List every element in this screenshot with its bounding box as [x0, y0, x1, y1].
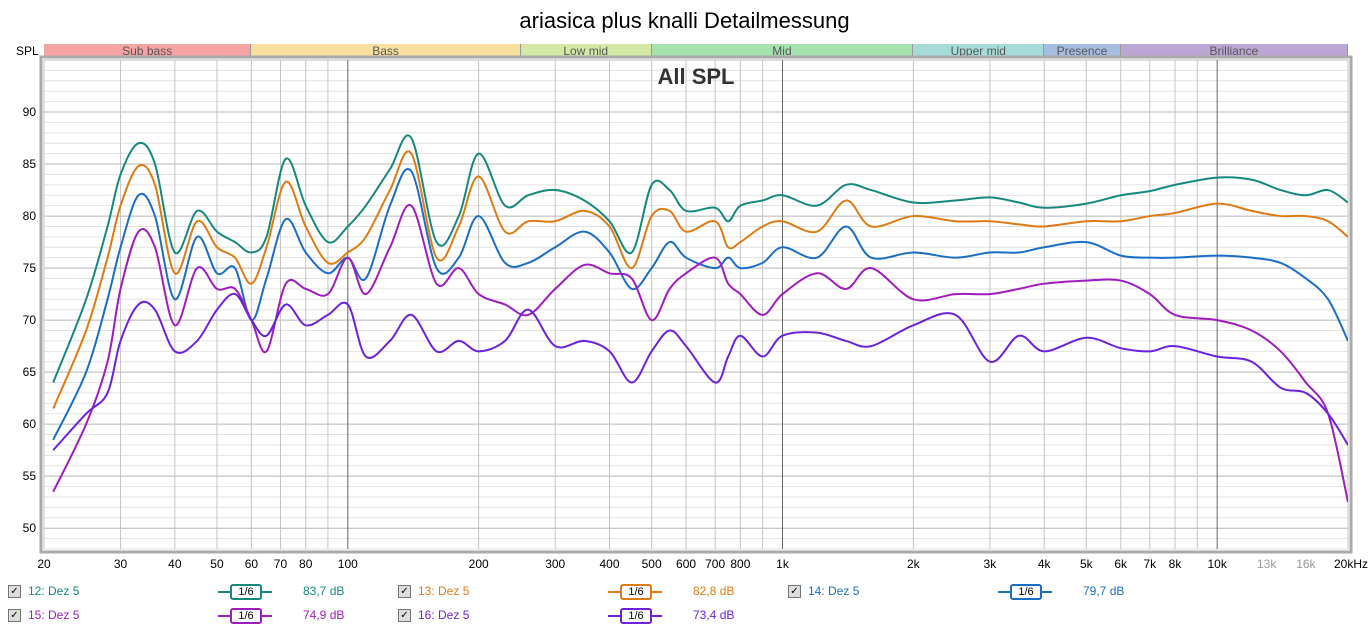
series-line-13 — [52, 150, 1348, 409]
legend-item: ✓ 12: Dez 5 1/6 83,7 dB — [0, 584, 380, 600]
y-tick-label: 55 — [23, 469, 37, 483]
smoothing-button[interactable]: 1/6 — [218, 584, 272, 600]
legend-item: ✓ 13: Dez 5 1/6 82,8 dB — [390, 584, 770, 600]
series-visibility-checkbox[interactable]: ✓ — [788, 585, 801, 598]
x-tick-label: 8k — [1169, 557, 1183, 571]
y-tick-label: 65 — [23, 365, 37, 379]
band-brilliance: Brilliance — [1120, 44, 1348, 58]
x-tick-label: 50 — [210, 557, 224, 571]
series-label: 16: Dez 5 — [418, 608, 470, 622]
y-tick-label: 50 — [23, 521, 37, 535]
x-tick-label: 400 — [599, 557, 619, 571]
y-tick-label: 85 — [23, 157, 37, 171]
y-axis-label: SPL — [16, 44, 39, 58]
series-line-16 — [52, 292, 1348, 451]
series-line-12 — [52, 134, 1348, 383]
smoothing-label: 1/6 — [620, 584, 652, 600]
smoothing-label: 1/6 — [1010, 584, 1042, 600]
x-tick-label: 6k — [1114, 557, 1128, 571]
x-tick-label: 3k — [984, 557, 998, 571]
x-tick-label: 20kHz — [1334, 557, 1368, 571]
series-level: 83,7 dB — [303, 584, 345, 598]
smoothing-button[interactable]: 1/6 — [608, 608, 662, 624]
series-level: 74,9 dB — [303, 608, 345, 622]
x-tick-label: 4k — [1038, 557, 1052, 571]
series-level: 73,4 dB — [693, 608, 735, 622]
legend-item: ✓ 14: Dez 5 1/6 79,7 dB — [780, 584, 1160, 600]
x-tick-label: 20 — [37, 557, 51, 571]
y-tick-label: 75 — [23, 261, 37, 275]
x-tick-label: 80 — [299, 557, 313, 571]
y-tick-label: 80 — [23, 209, 37, 223]
band-bass: Bass — [251, 44, 521, 58]
series-label: 12: Dez 5 — [28, 584, 80, 598]
legend-item: ✓ 15: Dez 5 1/6 74,9 dB — [0, 608, 380, 624]
series-line-15 — [52, 204, 1348, 503]
x-tick-label: 700 — [705, 557, 725, 571]
x-tick-label: 500 — [642, 557, 662, 571]
x-tick-label: 300 — [545, 557, 565, 571]
smoothing-button[interactable]: 1/6 — [998, 584, 1052, 600]
x-tick-label: 7k — [1143, 557, 1157, 571]
series-label: 14: Dez 5 — [808, 584, 860, 598]
band-low-mid: Low mid — [520, 44, 652, 58]
x-tick-label: 30 — [114, 557, 128, 571]
smoothing-button[interactable]: 1/6 — [608, 584, 662, 600]
chart-title: ariasica plus knalli Detailmessung — [519, 8, 850, 33]
band-sub-bass: Sub bass — [44, 44, 252, 58]
x-tick-label: 10k — [1207, 557, 1227, 571]
series-label: 15: Dez 5 — [28, 608, 80, 622]
series-visibility-checkbox[interactable]: ✓ — [8, 609, 21, 622]
y-tick-label: 70 — [23, 313, 37, 327]
x-tick-label: 1k — [776, 557, 790, 571]
series-visibility-checkbox[interactable]: ✓ — [398, 609, 411, 622]
x-tick-label: 13k — [1257, 557, 1277, 571]
x-tick-label: 100 — [338, 557, 358, 571]
x-tick-label: 16k — [1296, 557, 1316, 571]
series-visibility-checkbox[interactable]: ✓ — [8, 585, 21, 598]
smoothing-label: 1/6 — [230, 608, 262, 624]
series-label: 13: Dez 5 — [418, 584, 470, 598]
smoothing-label: 1/6 — [620, 608, 652, 624]
x-tick-label: 5k — [1080, 557, 1094, 571]
series-level: 82,8 dB — [693, 584, 735, 598]
series-visibility-checkbox[interactable]: ✓ — [398, 585, 411, 598]
legend-item: ✓ 16: Dez 5 1/6 73,4 dB — [390, 608, 770, 624]
x-tick-label: 800 — [730, 557, 750, 571]
y-tick-label: 60 — [23, 417, 37, 431]
x-tick-label: 200 — [469, 557, 489, 571]
plot-frame — [39, 55, 1353, 554]
chart-subtitle: All SPL — [657, 64, 734, 89]
series-level: 79,7 dB — [1083, 584, 1125, 598]
x-tick-label: 60 — [245, 557, 259, 571]
band-upper-mid: Upper mid — [913, 44, 1045, 58]
smoothing-label: 1/6 — [230, 584, 262, 600]
x-tick-label: 40 — [168, 557, 182, 571]
band-mid: Mid — [651, 44, 914, 58]
band-presence: Presence — [1044, 44, 1121, 58]
smoothing-button[interactable]: 1/6 — [218, 608, 272, 624]
x-tick-label: 600 — [676, 557, 696, 571]
y-tick-label: 90 — [23, 105, 37, 119]
x-tick-label: 70 — [274, 557, 288, 571]
x-tick-label: 2k — [907, 557, 921, 571]
series-line-14 — [52, 168, 1348, 441]
